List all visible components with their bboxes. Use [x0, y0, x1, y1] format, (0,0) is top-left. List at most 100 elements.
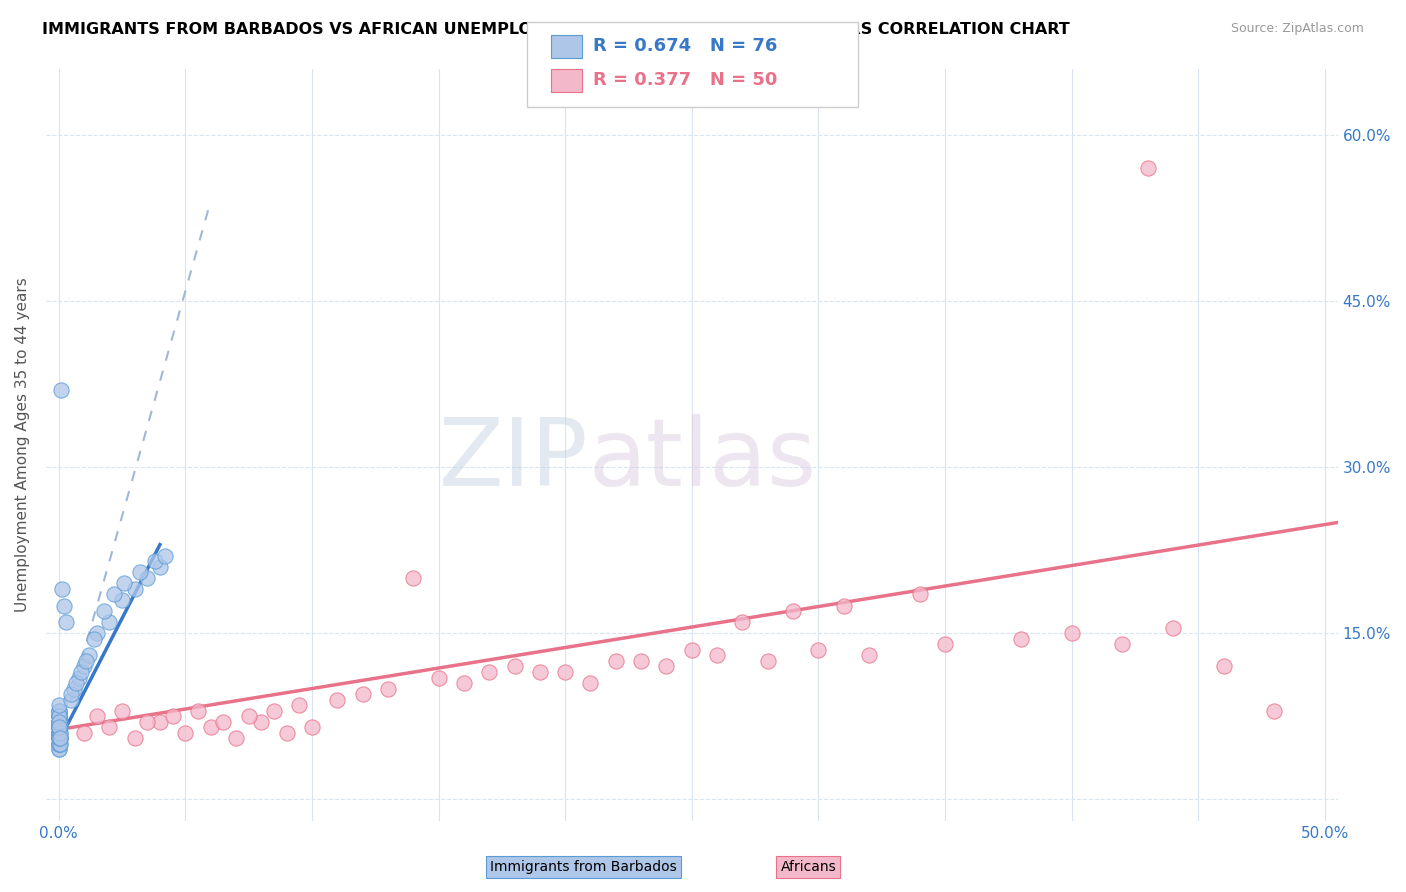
Point [48, 709, 70, 723]
Point [65, 676, 87, 690]
Point [326, 692, 349, 706]
Point [200, 720, 222, 734]
Point [934, 637, 956, 651]
Point [51, 582, 73, 596]
Point [48, 726, 70, 740]
Point [48, 698, 70, 713]
Point [48, 714, 70, 729]
Point [48, 709, 70, 723]
Point [908, 587, 931, 601]
Point [48, 720, 70, 734]
Point [149, 559, 172, 574]
Point [60, 687, 83, 701]
Point [111, 704, 134, 718]
Point [76, 654, 98, 668]
Point [48, 731, 70, 746]
Point [48, 742, 70, 756]
Point [48, 720, 70, 734]
Point [352, 687, 374, 701]
Point [55, 615, 77, 629]
Point [48, 731, 70, 746]
Point [98, 615, 121, 629]
Point [48, 704, 70, 718]
Point [225, 731, 247, 746]
Point [782, 604, 804, 618]
Text: R = 0.674   N = 76: R = 0.674 N = 76 [593, 37, 778, 55]
Point [153, 549, 176, 563]
Point [48, 720, 70, 734]
Point [128, 566, 150, 580]
Point [427, 671, 450, 685]
Point [529, 665, 551, 679]
Point [86, 626, 108, 640]
Point [276, 726, 298, 740]
Text: R = 0.377   N = 50: R = 0.377 N = 50 [593, 71, 778, 89]
Point [48, 737, 70, 751]
Point [48, 720, 70, 734]
Point [263, 704, 285, 718]
Point [579, 676, 602, 690]
Point [212, 714, 235, 729]
Point [83, 632, 105, 646]
Point [93, 604, 115, 618]
Point [1136, 161, 1159, 176]
Text: Source: ZipAtlas.com: Source: ZipAtlas.com [1230, 22, 1364, 36]
Point [48, 714, 70, 729]
Point [48, 726, 70, 740]
Point [111, 593, 134, 607]
Point [124, 731, 146, 746]
Point [250, 714, 273, 729]
Point [48, 720, 70, 734]
Text: IMMIGRANTS FROM BARBADOS VS AFRICAN UNEMPLOYMENT AMONG AGES 35 TO 44 YEARS CORRE: IMMIGRANTS FROM BARBADOS VS AFRICAN UNEM… [42, 22, 1070, 37]
Point [48, 731, 70, 746]
Point [731, 615, 754, 629]
Point [48, 726, 70, 740]
Point [48, 704, 70, 718]
Point [63, 681, 86, 696]
Point [858, 648, 880, 663]
Point [238, 709, 260, 723]
Point [48, 731, 70, 746]
Point [503, 659, 526, 673]
Point [143, 554, 166, 568]
Point [605, 654, 627, 668]
Point [301, 720, 323, 734]
Point [48, 709, 70, 723]
Point [51, 383, 73, 397]
Text: Immigrants from Barbados: Immigrants from Barbados [491, 860, 676, 874]
Point [149, 714, 172, 729]
Point [48, 742, 70, 756]
Point [1111, 637, 1133, 651]
Point [1060, 626, 1083, 640]
Y-axis label: Unemployment Among Ages 35 to 44 years: Unemployment Among Ages 35 to 44 years [15, 277, 30, 613]
Point [630, 654, 652, 668]
Point [48, 737, 70, 751]
Point [162, 709, 184, 723]
Text: Africans: Africans [780, 860, 837, 874]
Point [98, 720, 121, 734]
Point [86, 709, 108, 723]
Point [48, 731, 70, 746]
Point [655, 659, 678, 673]
Point [124, 582, 146, 596]
Point [1263, 704, 1285, 718]
Point [48, 714, 70, 729]
Point [48, 704, 70, 718]
Point [103, 587, 125, 601]
Point [377, 681, 399, 696]
Point [136, 571, 159, 585]
Point [756, 654, 779, 668]
Point [48, 726, 70, 740]
Point [67, 671, 90, 685]
Point [832, 599, 855, 613]
Point [52, 599, 75, 613]
Point [48, 726, 70, 740]
Point [48, 731, 70, 746]
Point [60, 692, 83, 706]
Point [48, 714, 70, 729]
Point [1161, 621, 1184, 635]
Point [478, 665, 501, 679]
Point [48, 726, 70, 740]
Point [402, 571, 425, 585]
Point [48, 720, 70, 734]
